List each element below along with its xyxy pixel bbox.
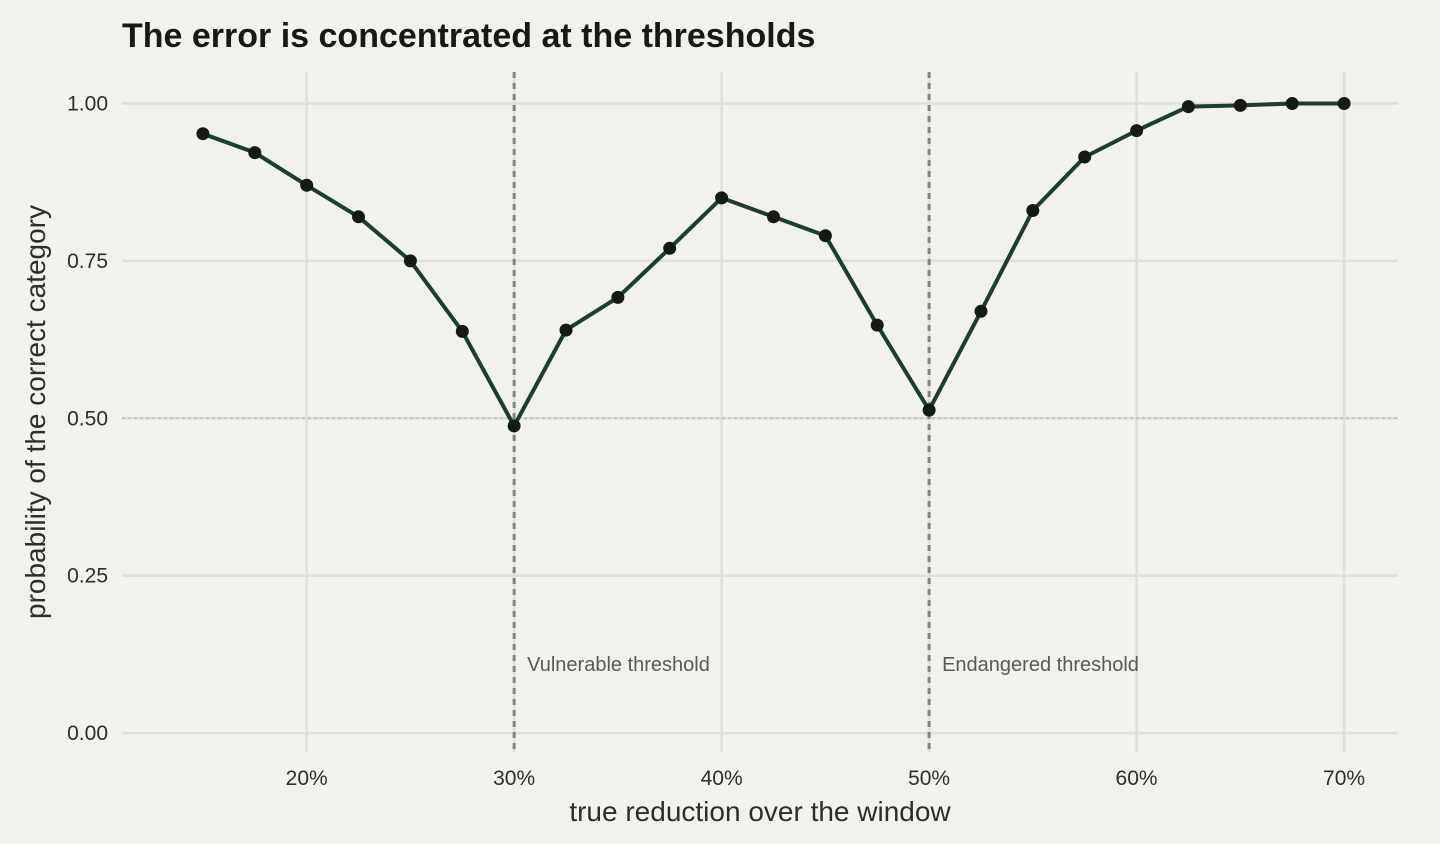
data-point bbox=[1130, 124, 1144, 138]
y-axis-title: probability of the correct category bbox=[20, 205, 51, 619]
data-point bbox=[922, 403, 936, 417]
y-tick-label: 0.00 bbox=[67, 722, 108, 745]
data-point bbox=[507, 419, 521, 433]
data-point bbox=[1337, 97, 1351, 110]
data-point bbox=[455, 324, 469, 338]
y-tick-label: 0.75 bbox=[67, 250, 108, 273]
series bbox=[196, 97, 1351, 433]
data-point bbox=[870, 318, 884, 332]
tick-labels: 0.00 0.25 0.50 0.75 1.00 20% 30% 40% 50% 60% 70% bbox=[67, 92, 1365, 790]
data-point bbox=[611, 290, 625, 304]
data-point bbox=[1026, 204, 1040, 217]
data-point bbox=[767, 210, 780, 224]
data-point bbox=[715, 191, 729, 205]
data-point bbox=[300, 178, 314, 192]
x-axis-title: true reduction over the window bbox=[569, 796, 951, 827]
chart-title: The error is concentrated at the thresho… bbox=[122, 17, 815, 55]
data-point bbox=[974, 304, 988, 318]
grid-lines bbox=[122, 72, 1398, 752]
x-tick-label: 60% bbox=[1116, 767, 1158, 790]
y-tick-label: 0.25 bbox=[67, 565, 108, 588]
data-point bbox=[248, 146, 262, 160]
data-point bbox=[352, 210, 365, 224]
data-point bbox=[403, 254, 417, 268]
x-tick-label: 50% bbox=[908, 767, 950, 790]
threshold-label: Endangered threshold bbox=[942, 654, 1139, 676]
threshold-label: Vulnerable threshold bbox=[527, 654, 710, 676]
data-point bbox=[559, 323, 573, 337]
reference-lines: Vulnerable threshold Endangered threshold bbox=[122, 72, 1398, 752]
y-tick-label: 1.00 bbox=[67, 92, 108, 115]
x-tick-label: 40% bbox=[701, 767, 743, 790]
data-point bbox=[1078, 150, 1092, 164]
data-point bbox=[1285, 97, 1299, 110]
x-tick-label: 20% bbox=[286, 767, 328, 790]
x-tick-label: 70% bbox=[1323, 767, 1365, 790]
x-tick-label: 30% bbox=[493, 767, 535, 790]
data-point bbox=[663, 241, 677, 255]
data-point bbox=[818, 229, 832, 243]
series-line bbox=[202, 101, 1345, 428]
data-point bbox=[196, 127, 210, 141]
data-point bbox=[1233, 98, 1247, 112]
y-tick-label: 0.50 bbox=[67, 407, 108, 430]
data-point bbox=[1181, 100, 1195, 114]
